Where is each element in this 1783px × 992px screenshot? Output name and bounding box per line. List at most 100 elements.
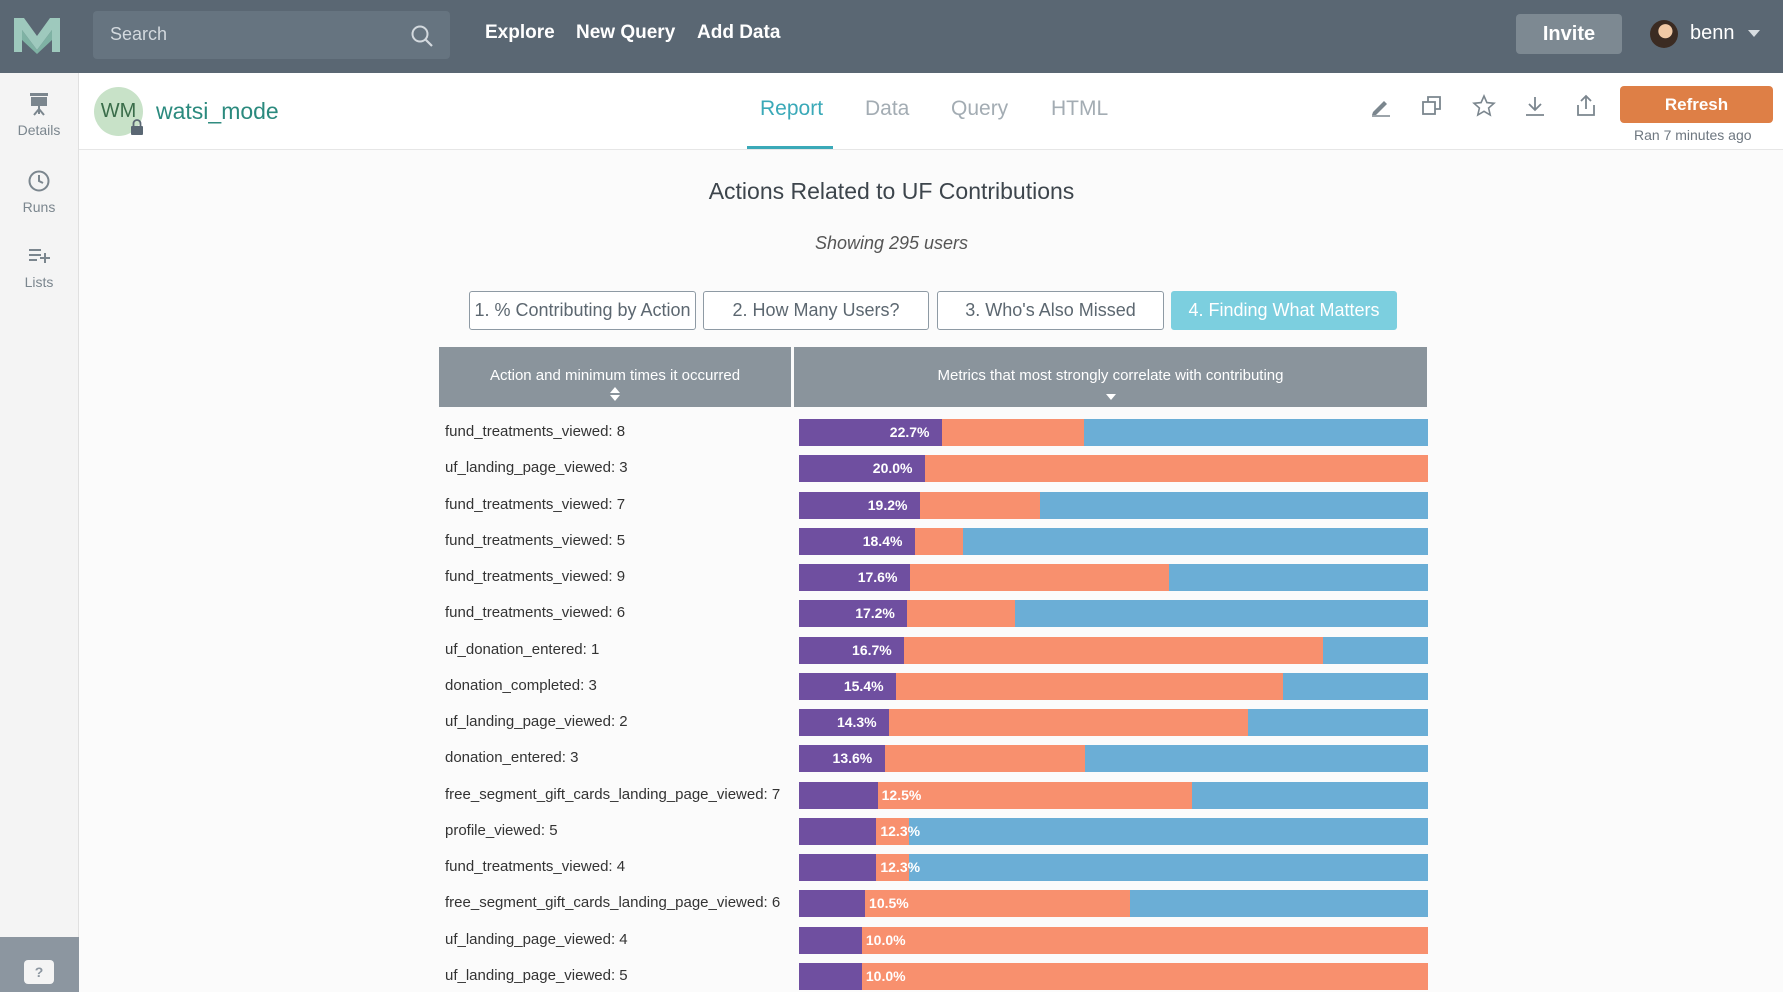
nav-new-query-link[interactable]: New Query bbox=[576, 22, 676, 43]
bar-value-label: 12.3% bbox=[880, 822, 921, 839]
refresh-button[interactable]: Refresh bbox=[1620, 86, 1773, 123]
bar-segment-contributing bbox=[799, 890, 866, 918]
left-sidebar bbox=[0, 73, 79, 992]
tab-html[interactable]: HTML bbox=[1051, 97, 1109, 120]
bar-segment-contributing bbox=[799, 455, 925, 483]
bar-segment-blue bbox=[1085, 745, 1428, 773]
sort-icon[interactable] bbox=[610, 387, 620, 401]
row-action-label: uf_landing_page_viewed: 5 bbox=[445, 966, 628, 984]
column-header-metrics[interactable]: Metrics that most strongly correlate wit… bbox=[794, 347, 1427, 407]
help-icon[interactable]: ? bbox=[24, 960, 54, 984]
report-name-link[interactable]: watsi_mode bbox=[156, 98, 279, 124]
bar-segment-blue bbox=[1168, 564, 1428, 591]
subtab-how-many-users[interactable]: 2. How Many Users? bbox=[703, 291, 929, 330]
search-input[interactable]: Search bbox=[110, 24, 168, 44]
edit-icon[interactable] bbox=[1369, 94, 1393, 118]
column-header-label: Metrics that most strongly correlate wit… bbox=[937, 367, 1284, 384]
bar-value-label: 13.6% bbox=[832, 750, 873, 767]
tab-data[interactable]: Data bbox=[865, 97, 910, 120]
list-add-icon bbox=[29, 249, 50, 263]
row-stacked-bar[interactable]: 10.5% bbox=[799, 890, 1428, 918]
user-menu-name[interactable]: benn bbox=[1690, 22, 1735, 44]
bar-segment-orange bbox=[861, 962, 1428, 990]
mode-logo-icon[interactable] bbox=[14, 16, 60, 54]
row-stacked-bar[interactable]: 18.4% bbox=[799, 527, 1428, 555]
bar-segment-blue bbox=[909, 854, 1428, 881]
bar-segment-blue bbox=[1015, 600, 1428, 628]
presentation-icon bbox=[30, 93, 48, 116]
row-action-label: fund_treatments_viewed: 6 bbox=[445, 604, 626, 622]
share-icon[interactable] bbox=[1574, 94, 1598, 118]
bar-segment-orange bbox=[861, 926, 1428, 954]
row-stacked-bar[interactable]: 22.7% bbox=[799, 419, 1428, 446]
sidebar-item-runs[interactable]: Runs bbox=[0, 169, 78, 215]
duplicate-icon[interactable] bbox=[1420, 94, 1444, 118]
chevron-down-icon[interactable] bbox=[1748, 30, 1760, 37]
bar-value-label: 12.3% bbox=[880, 859, 921, 875]
column-header-action[interactable]: Action and minimum times it occurred bbox=[439, 347, 791, 407]
sidebar-item-label: Runs bbox=[22, 199, 56, 215]
row-action-label: uf_donation_entered: 1 bbox=[445, 640, 600, 658]
bar-value-label: 22.7% bbox=[889, 424, 930, 440]
user-avatar[interactable] bbox=[1650, 20, 1678, 48]
bar-segment-contributing bbox=[799, 491, 920, 519]
row-stacked-bar[interactable]: 17.2% bbox=[799, 600, 1428, 628]
bar-value-label: 19.2% bbox=[867, 496, 908, 513]
bar-value-label: 17.6% bbox=[857, 569, 898, 585]
row-action-label: free_segment_gift_cards_landing_page_vie… bbox=[445, 894, 781, 912]
subtab-finding-what-matters[interactable]: 4. Finding What Matters bbox=[1171, 291, 1397, 330]
row-action-label: uf_landing_page_viewed: 3 bbox=[445, 459, 628, 477]
tab-query[interactable]: Query bbox=[951, 97, 1009, 120]
bar-segment-contributing bbox=[799, 672, 896, 700]
row-action-label: fund_treatments_viewed: 5 bbox=[445, 531, 626, 549]
bar-segment-blue bbox=[1282, 672, 1428, 700]
row-stacked-bar[interactable]: 12.3% bbox=[799, 817, 1428, 845]
search-icon[interactable] bbox=[410, 24, 434, 48]
bar-segment-blue bbox=[909, 817, 1428, 845]
row-stacked-bar[interactable]: 20.0% bbox=[799, 455, 1428, 483]
row-stacked-bar[interactable]: 19.2% bbox=[799, 491, 1428, 519]
bar-segment-orange bbox=[924, 455, 1428, 483]
bar-segment-orange bbox=[865, 890, 1130, 918]
invite-button[interactable]: Invite bbox=[1516, 14, 1622, 54]
subtab-whos-also-missed[interactable]: 3. Who's Also Missed bbox=[937, 291, 1164, 330]
row-stacked-bar[interactable]: 10.0% bbox=[799, 962, 1428, 990]
star-icon[interactable] bbox=[1472, 94, 1496, 118]
row-action-label: donation_completed: 3 bbox=[445, 676, 597, 694]
row-action-label: fund_treatments_viewed: 9 bbox=[445, 568, 626, 585]
row-action-label: profile_viewed: 5 bbox=[445, 821, 558, 839]
bar-value-label: 15.4% bbox=[843, 677, 884, 694]
sidebar-item-details[interactable]: Details bbox=[0, 92, 78, 138]
sidebar-item-lists[interactable]: Lists bbox=[0, 246, 78, 290]
bar-segment-contributing bbox=[799, 527, 915, 555]
row-stacked-bar[interactable]: 12.5% bbox=[799, 781, 1428, 809]
row-stacked-bar[interactable]: 15.4% bbox=[799, 672, 1428, 700]
sort-desc-icon[interactable] bbox=[1105, 387, 1116, 401]
bar-value-label: 12.5% bbox=[881, 786, 922, 803]
row-stacked-bar[interactable]: 16.7% bbox=[799, 636, 1428, 664]
bar-segment-contributing bbox=[799, 781, 878, 809]
nav-add-data-link[interactable]: Add Data bbox=[697, 22, 781, 43]
row-action-label: donation_entered: 3 bbox=[445, 749, 579, 767]
row-action-label: fund_treatments_viewed: 8 bbox=[445, 423, 626, 440]
search-box[interactable]: Search bbox=[93, 11, 450, 59]
active-tab-indicator bbox=[747, 146, 833, 149]
row-stacked-bar[interactable]: 17.6% bbox=[799, 564, 1428, 591]
sidebar-item-label: Lists bbox=[24, 274, 54, 290]
row-action-label: free_segment_gift_cards_landing_page_vie… bbox=[445, 785, 781, 803]
bar-segment-contributing bbox=[799, 817, 877, 845]
bar-segment-blue bbox=[1192, 781, 1428, 809]
row-stacked-bar[interactable]: 14.3% bbox=[799, 709, 1428, 736]
download-icon[interactable] bbox=[1523, 94, 1547, 118]
tab-report[interactable]: Report bbox=[760, 97, 824, 120]
row-stacked-bar[interactable]: 13.6% bbox=[799, 745, 1428, 773]
bar-segment-blue bbox=[1248, 709, 1428, 736]
row-stacked-bar[interactable]: 12.3% bbox=[799, 854, 1428, 881]
row-stacked-bar[interactable]: 10.0% bbox=[799, 926, 1428, 954]
bar-segment-orange bbox=[877, 781, 1193, 809]
subtab-contributing-by-action[interactable]: 1. % Contributing by Action bbox=[469, 291, 696, 330]
row-action-label: uf_landing_page_viewed: 4 bbox=[445, 930, 628, 948]
column-header-label: Action and minimum times it occurred bbox=[489, 367, 741, 384]
bar-segment-blue bbox=[1039, 491, 1428, 519]
nav-explore-link[interactable]: Explore bbox=[485, 22, 555, 43]
